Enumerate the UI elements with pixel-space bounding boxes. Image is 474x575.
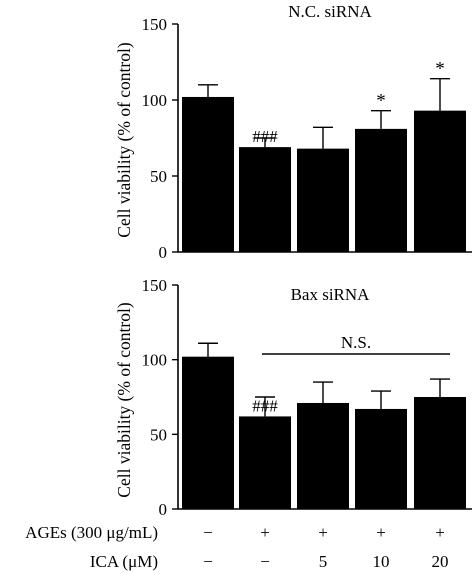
- y-tick-label: 150: [142, 15, 168, 34]
- panel-bax-sirna: 0 50 100 150 Cell viability (% of control) Ba…: [114, 276, 472, 519]
- chart-title: Bax siRNA: [291, 285, 371, 304]
- significance-star-label: *: [376, 91, 386, 112]
- bar: [182, 356, 234, 509]
- bar: [239, 147, 291, 252]
- y-tick-label: 50: [150, 167, 167, 186]
- ages-row-value: +: [435, 523, 445, 542]
- ica-row-value: 5: [319, 552, 328, 571]
- y-tick-label: 100: [142, 91, 168, 110]
- ages-row-value: +: [376, 523, 386, 542]
- y-tick-label: 0: [159, 500, 168, 519]
- significance-hash-label: ###: [252, 396, 278, 415]
- bar: [182, 96, 234, 253]
- bar: [239, 416, 291, 509]
- significance-hash-label: ###: [252, 127, 278, 146]
- bar: [297, 148, 349, 252]
- ages-row-value: −: [203, 523, 213, 542]
- significance-star-label: *: [435, 59, 445, 80]
- bar: [355, 128, 407, 252]
- y-tick-label: 100: [142, 351, 168, 370]
- y-tick-label: 0: [159, 243, 168, 262]
- ica-row-label: ICA (μM): [90, 552, 158, 571]
- ages-row-value: +: [318, 523, 328, 542]
- y-axis-label: Cell viability (% of control): [114, 302, 134, 498]
- y-tick-label: 150: [142, 276, 168, 295]
- y-axis-label: Cell viability (% of control): [114, 42, 134, 238]
- ages-row-value: +: [260, 523, 270, 542]
- ages-row-label: AGEs (300 μg/mL): [25, 523, 158, 542]
- bar: [414, 397, 466, 509]
- chart-title: N.C. siRNA: [288, 2, 372, 21]
- ns-bracket-label: N.S.: [341, 333, 371, 352]
- bar: [414, 110, 466, 252]
- ica-row-value: 20: [432, 552, 449, 571]
- y-tick-label: 50: [150, 425, 167, 444]
- panel-nc-sirna: 0 50 100 150 Cell viability (% of control) N.…: [114, 2, 472, 262]
- ica-row-value: −: [260, 552, 270, 571]
- ica-row-value: −: [203, 552, 213, 571]
- condition-table: AGEs (300 μg/mL) − + + + + ICA (μM) − − 5 10 20: [25, 523, 448, 571]
- bar: [297, 402, 349, 509]
- bar: [355, 408, 407, 509]
- ica-row-value: 10: [373, 552, 390, 571]
